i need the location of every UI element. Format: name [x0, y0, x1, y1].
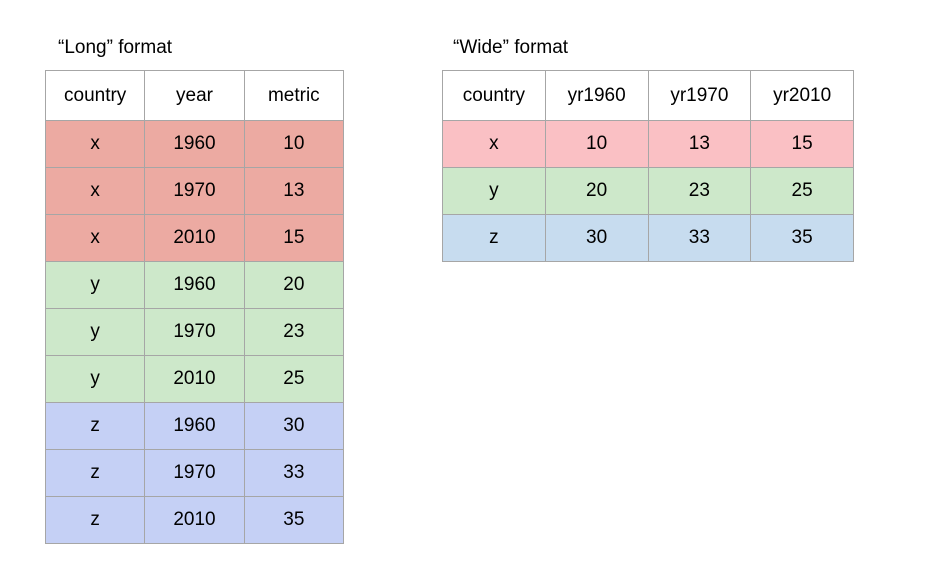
wide-table-row: z 30 33 35: [442, 214, 854, 262]
long-table-row: y 1970 23: [44, 308, 345, 356]
long-cell: 30: [243, 402, 345, 450]
long-cell: 13: [243, 167, 345, 215]
wide-format-caption: “Wide” format: [453, 37, 569, 58]
wide-table-row: y 20 23 25: [442, 167, 854, 215]
wide-cell: 15: [750, 120, 854, 168]
long-header-year: year: [144, 70, 245, 121]
long-table-row: z 2010 35: [44, 496, 345, 544]
long-table-row: y 2010 25: [44, 355, 345, 403]
wide-cell: 10: [544, 120, 649, 168]
long-cell: x: [44, 214, 146, 262]
wide-cell: 23: [647, 167, 752, 215]
long-cell: 20: [243, 261, 345, 309]
wide-cell: 20: [544, 167, 649, 215]
long-cell: 1970: [144, 167, 245, 215]
long-cell: 33: [243, 449, 345, 497]
long-cell: 35: [243, 496, 345, 544]
long-header-metric: metric: [243, 70, 345, 121]
wide-header-row: country yr1960 yr1970 yr2010: [442, 70, 854, 121]
wide-table-row: x 10 13 15: [442, 120, 854, 168]
long-cell: 25: [243, 355, 345, 403]
long-table-row: x 2010 15: [44, 214, 345, 262]
long-cell: y: [44, 308, 146, 356]
long-cell: 15: [243, 214, 345, 262]
wide-cell: x: [442, 120, 546, 168]
long-cell: 2010: [144, 496, 245, 544]
long-table-row: z 1970 33: [44, 449, 345, 497]
long-cell: x: [44, 120, 146, 168]
long-cell: y: [44, 261, 146, 309]
long-cell: 1970: [144, 449, 245, 497]
long-cell: z: [44, 449, 146, 497]
wide-cell: z: [442, 214, 546, 262]
wide-cell: 30: [544, 214, 649, 262]
long-format-caption: “Long” format: [58, 37, 173, 58]
wide-header-country: country: [442, 70, 546, 121]
long-header-country: country: [44, 70, 146, 121]
long-cell: 2010: [144, 355, 245, 403]
long-cell: z: [44, 402, 146, 450]
wide-header-yr1970: yr1970: [647, 70, 752, 121]
long-cell: y: [44, 355, 146, 403]
wide-cell: 35: [750, 214, 854, 262]
wide-format-table: country yr1960 yr1970 yr2010 x 10 13 15 y 20 2…: [442, 70, 854, 262]
wide-cell: y: [442, 167, 546, 215]
long-cell: 1970: [144, 308, 245, 356]
long-table-row: x 1970 13: [44, 167, 345, 215]
wide-cell: 13: [647, 120, 752, 168]
wide-cell: 25: [750, 167, 854, 215]
long-table-body: x 1960 10 x 1970 13 x 2010 15 y 1960 20 y 1970 23 y 2010…: [44, 120, 345, 544]
wide-header-yr1960: yr1960: [544, 70, 649, 121]
long-cell: 1960: [144, 402, 245, 450]
long-cell: 1960: [144, 261, 245, 309]
long-header-row: country year metric: [44, 70, 345, 121]
long-cell: 10: [243, 120, 345, 168]
long-cell: x: [44, 167, 146, 215]
wide-header-yr2010: yr2010: [750, 70, 854, 121]
long-cell: 23: [243, 308, 345, 356]
long-cell: z: [44, 496, 146, 544]
long-table-row: y 1960 20: [44, 261, 345, 309]
wide-cell: 33: [647, 214, 752, 262]
long-format-table: country year metric x 1960 10 x 1970 13 x 2010 1…: [44, 70, 345, 544]
long-table-row: z 1960 30: [44, 402, 345, 450]
wide-table-body: x 10 13 15 y 20 23 25 z 30 33 35: [442, 120, 854, 262]
long-cell: 1960: [144, 120, 245, 168]
long-cell: 2010: [144, 214, 245, 262]
long-table-row: x 1960 10: [44, 120, 345, 168]
